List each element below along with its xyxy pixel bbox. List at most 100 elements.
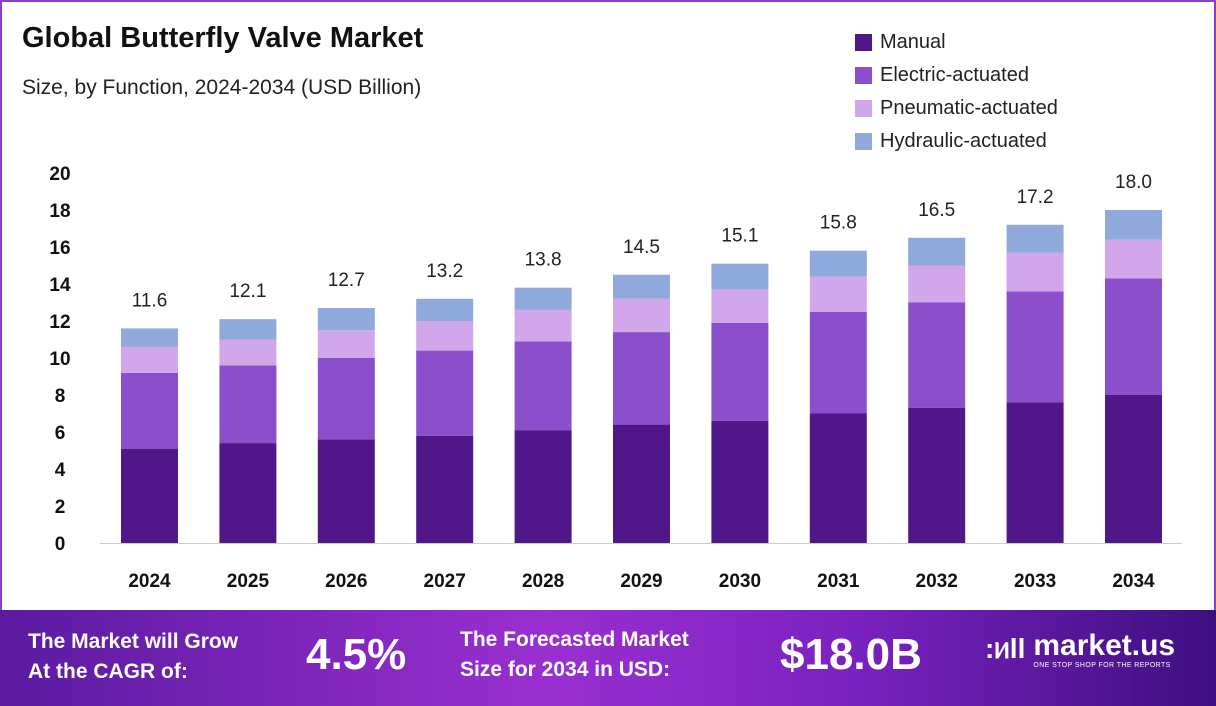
- legend-label: Hydraulic-actuated: [880, 130, 1047, 152]
- bar-segment-hydraulic-actuated: [514, 287, 572, 310]
- legend-swatch: [855, 133, 872, 150]
- cagr-value: 4.5%: [306, 630, 407, 679]
- legend-label: Pneumatic-actuated: [880, 97, 1058, 119]
- x-tick-label: 2029: [620, 571, 662, 592]
- market-us-logo: :ᥢll market.us ONE STOP SHOP FOR THE REPO…: [985, 630, 1205, 670]
- bar-segment-electric-actuated: [219, 365, 277, 444]
- total-label: 11.6: [132, 290, 168, 311]
- bar-segment-manual: [613, 424, 670, 543]
- chart-title: Global Butterfly Valve Market: [22, 22, 424, 54]
- total-label: 13.8: [525, 250, 562, 271]
- stacked-bar-chart: 0 2 4 6 8 10 12 14 16 18 20 11.6 2024 12.1 2025 12.7 202…: [49, 164, 1182, 592]
- x-tick-label: 2026: [325, 571, 367, 592]
- legend-swatch: [855, 34, 872, 51]
- x-tick-label: 2027: [424, 571, 466, 592]
- bar-segment-pneumatic-actuated: [317, 330, 375, 358]
- bar-segment-hydraulic-actuated: [908, 237, 966, 266]
- total-label: 13.2: [426, 261, 463, 282]
- bar-segment-hydraulic-actuated: [317, 308, 375, 331]
- bar-segment-electric-actuated: [514, 341, 572, 431]
- legend-item: Hydraulic-actuated: [855, 125, 1058, 158]
- forecast-value: $18.0B: [780, 630, 922, 679]
- bar-segment-hydraulic-actuated: [121, 328, 178, 347]
- bar-segment-hydraulic-actuated: [613, 274, 670, 299]
- bar-segment-electric-actuated: [613, 332, 670, 425]
- bar-segment-pneumatic-actuated: [908, 265, 966, 303]
- bar-segment-electric-actuated: [121, 372, 178, 449]
- legend-item: Pneumatic-actuated: [855, 92, 1058, 125]
- total-label: 15.1: [721, 226, 758, 247]
- x-tick-label: 2034: [1112, 571, 1155, 592]
- legend-item: Electric-actuated: [855, 59, 1058, 92]
- x-tick-label: 2030: [719, 571, 761, 592]
- bar-segment-pneumatic-actuated: [1006, 252, 1064, 292]
- bar-segment-electric-actuated: [809, 311, 867, 414]
- bar-segment-pneumatic-actuated: [219, 339, 277, 366]
- cagr-label-line1: The Market will Grow: [28, 630, 239, 653]
- bar-segment-manual: [908, 407, 966, 543]
- total-label: 18.0: [1115, 172, 1152, 193]
- forecast-label-line2: Size for 2034 in USD:: [460, 658, 671, 681]
- legend-item: Manual: [855, 26, 1058, 59]
- x-tick-label: 2032: [916, 571, 958, 592]
- y-tick-label: 12: [49, 312, 70, 333]
- legend-swatch: [855, 100, 872, 117]
- y-tick-label: 16: [49, 238, 70, 259]
- logo-tagline: ONE STOP SHOP FOR THE REPORTS: [1033, 662, 1171, 669]
- y-tick-label: 2: [55, 497, 66, 518]
- bar-segment-electric-actuated: [908, 302, 966, 408]
- total-label: 12.1: [229, 281, 266, 302]
- bar-segment-manual: [1105, 395, 1162, 543]
- y-tick-label: 0: [55, 534, 66, 555]
- total-label: 15.8: [820, 213, 857, 234]
- bar-segment-pneumatic-actuated: [809, 276, 867, 312]
- footer-banner: The Market will Grow At the CAGR of: 4.5%…: [0, 610, 1216, 706]
- legend: Manual Electric-actuated Pneumatic-actuate…: [855, 26, 1058, 158]
- bar-segment-hydraulic-actuated: [1105, 210, 1162, 240]
- x-tick-label: 2028: [522, 571, 564, 592]
- x-tick-label: 2031: [817, 571, 860, 592]
- bar-segment-pneumatic-actuated: [1105, 239, 1162, 279]
- forecast-label-line1: The Forecasted Market: [460, 628, 689, 651]
- bar-segment-hydraulic-actuated: [809, 250, 867, 277]
- bar-segment-electric-actuated: [317, 358, 375, 440]
- x-tick-label: 2024: [128, 571, 171, 592]
- cagr-label: The Market will Grow At the CAGR of:: [28, 627, 238, 687]
- bar-segment-manual: [121, 448, 178, 543]
- bar-segment-manual: [809, 413, 867, 543]
- bar-segment-pneumatic-actuated: [416, 321, 474, 351]
- forecast-label: The Forecasted Market Size for 2034 in US…: [460, 625, 689, 685]
- y-tick-label: 14: [49, 275, 71, 296]
- bar-segment-pneumatic-actuated: [711, 289, 769, 323]
- y-tick-label: 6: [55, 423, 66, 444]
- bar-segment-electric-actuated: [416, 350, 474, 436]
- total-label: 12.7: [328, 270, 365, 291]
- chart-subtitle: Size, by Function, 2024-2034 (USD Billio…: [22, 76, 422, 99]
- y-tick-label: 10: [49, 349, 70, 370]
- total-label: 16.5: [918, 200, 955, 221]
- bar-segment-hydraulic-actuated: [1006, 224, 1064, 253]
- bar-segment-electric-actuated: [1006, 291, 1064, 403]
- bar-segment-pneumatic-actuated: [613, 298, 670, 333]
- bar-segment-manual: [317, 439, 375, 543]
- x-tick-label: 2025: [227, 571, 270, 592]
- bar-segment-hydraulic-actuated: [219, 319, 277, 340]
- total-label: 17.2: [1017, 187, 1054, 208]
- total-label: 14.5: [623, 237, 660, 258]
- bar-segment-electric-actuated: [1105, 278, 1162, 395]
- legend-label: Manual: [880, 31, 946, 53]
- bar-segment-manual: [711, 420, 769, 543]
- y-tick-label: 8: [55, 386, 66, 407]
- legend-label: Electric-actuated: [880, 64, 1029, 86]
- bar-segment-electric-actuated: [711, 322, 769, 421]
- bar-segment-hydraulic-actuated: [711, 263, 769, 290]
- legend-swatch: [855, 67, 872, 84]
- bar-segment-manual: [416, 435, 474, 543]
- y-tick-label: 20: [49, 164, 70, 185]
- bar-segment-manual: [1006, 402, 1064, 543]
- bar-segment-pneumatic-actuated: [121, 346, 178, 373]
- bar-segment-hydraulic-actuated: [416, 298, 474, 321]
- bar-segment-manual: [219, 443, 277, 543]
- bar-segment-manual: [514, 430, 572, 543]
